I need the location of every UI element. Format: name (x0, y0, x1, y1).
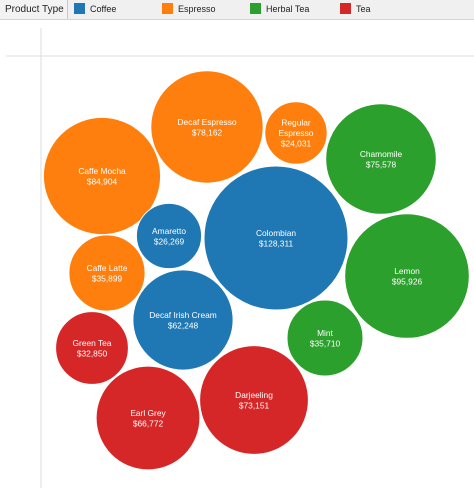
bubble-value-caffe-latte: $35,899 (92, 273, 123, 283)
legend-swatch-coffee (74, 3, 85, 14)
bubble-value-mint: $35,710 (310, 338, 341, 348)
bubble-value-darjeeling: $73,151 (239, 400, 270, 410)
bubble-name-colombian: Colombian (256, 228, 296, 238)
bubble-name-regular-espresso: Regular (281, 118, 311, 128)
bubble-mint[interactable] (286, 299, 364, 377)
bubble-name-regular-espresso: Espresso (279, 128, 314, 138)
bubble-value-decaf-espresso: $78,162 (192, 127, 223, 137)
bubble-name-green-tea: Green Tea (73, 338, 112, 348)
bubble-name-chamomile: Chamomile (360, 149, 403, 159)
legend-label-tea: Tea (356, 4, 371, 14)
bubble-chart: Colombian$128,311 Lemon$95,926 Caffe Mocha… (6, 28, 474, 488)
bubble-regular-espresso[interactable] (264, 101, 328, 165)
bubble-value-amaretto: $26,269 (154, 236, 185, 246)
legend-swatch-espresso (162, 3, 173, 14)
bubble-value-colombian: $128,311 (259, 238, 294, 248)
bubble-name-mint: Mint (317, 328, 333, 338)
bubble-darjeeling[interactable] (199, 345, 309, 455)
bubble-caffe-latte[interactable] (68, 234, 146, 312)
bubble-colombian[interactable] (203, 165, 349, 311)
bubble-decaf-irish-cream[interactable] (132, 269, 234, 371)
bubble-value-lemon: $95,926 (392, 276, 423, 286)
chart-area: Colombian $128,311 Lemon $95,926 Caffe Mocha… (0, 20, 474, 488)
bubble-value-caffe-mocha: $84,904 (87, 176, 118, 186)
bubble-value-chamomile: $75,578 (366, 159, 397, 169)
bubble-value-decaf-irish-cream: $62,248 (168, 320, 199, 330)
bubble-name-amaretto: Amaretto (152, 226, 186, 236)
legend-swatch-herbal-tea (250, 3, 261, 14)
bubble-decaf-espresso[interactable] (150, 70, 264, 184)
bubble-name-decaf-espresso: Decaf Espresso (177, 117, 236, 127)
bubble-chamomile[interactable] (325, 103, 437, 215)
bubble-name-decaf-irish-cream: Decaf Irish Cream (149, 310, 217, 320)
bubble-value-earl-grey: $66,772 (133, 418, 164, 428)
bubble-name-caffe-latte: Caffe Latte (87, 263, 128, 273)
bubble-amaretto[interactable] (135, 202, 203, 270)
bubble-caffe-mocha[interactable] (42, 116, 162, 236)
bubble-name-darjeeling: Darjeeling (235, 390, 273, 400)
legend-label-herbal-tea: Herbal Tea (266, 4, 310, 14)
bubble-lemon[interactable] (344, 213, 470, 339)
legend-label-coffee: Coffee (90, 4, 117, 14)
legend-label-espresso: Espresso (178, 4, 216, 14)
bubble-name-caffe-mocha: Caffe Mocha (78, 166, 126, 176)
bubble-name-lemon: Lemon (394, 266, 420, 276)
bubble-name-earl-grey: Earl Grey (130, 408, 166, 418)
bubble-earl-grey[interactable] (95, 365, 201, 471)
bubble-value-green-tea: $32,850 (77, 348, 108, 358)
bubble-green-tea[interactable] (55, 311, 129, 385)
legend-bar: Product Type Coffee Espresso Herbal Tea … (0, 0, 474, 20)
bubble-value-regular-espresso: $24,031 (281, 139, 312, 149)
legend-title: Product Type (0, 0, 68, 19)
legend-swatch-tea (340, 3, 351, 14)
